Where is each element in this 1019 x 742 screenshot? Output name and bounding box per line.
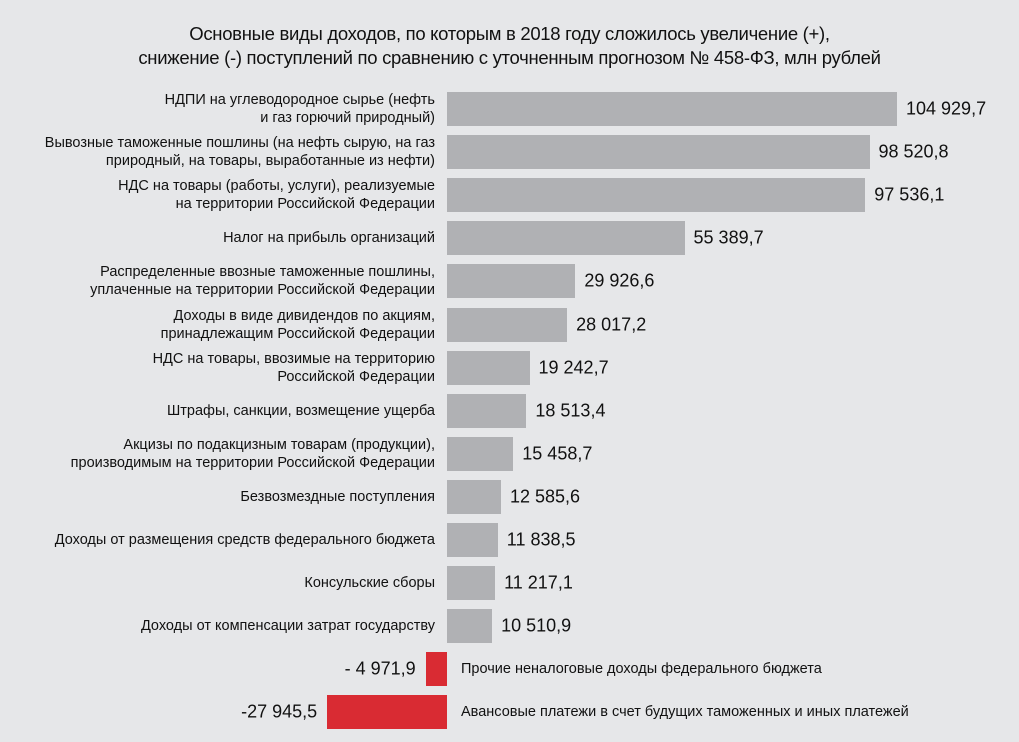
row-label: Консульские сборы	[304, 575, 435, 592]
value-label: 18 513,4	[535, 400, 606, 421]
value-label: 15 458,7	[522, 443, 593, 464]
chart-row: Акцизы по подакцизным товарам (продукции…	[0, 436, 1019, 471]
value-label: 11 217,1	[504, 572, 573, 593]
chart-title: Основные виды доходов, по которым в 2018…	[0, 22, 1019, 70]
chart-row: НДС на товары, ввозимые на территорию Рос…	[0, 350, 1019, 385]
positive-bar	[447, 135, 870, 170]
positive-bar	[447, 393, 527, 428]
positive-bar	[447, 479, 501, 514]
value-label: 29 926,6	[584, 270, 655, 291]
negative-bar	[327, 695, 447, 730]
row-label: Штрафы, санкции, возмещение ущерба	[166, 402, 435, 419]
chart-row: Налог на прибыль организаций 55 389,7	[0, 221, 1019, 256]
positive-bar	[447, 92, 897, 126]
row-label: Вывозные таможенные пошлины (на нефть сы…	[44, 135, 435, 170]
positive-bar	[447, 307, 568, 342]
chart-row: Безвозмездные поступления 12 585,6	[0, 479, 1019, 514]
chart-row: Распределенные ввозные таможенные пошлин…	[0, 264, 1019, 299]
positive-bar	[447, 264, 576, 299]
value-label: 12 585,6	[509, 486, 581, 507]
positive-bar	[447, 350, 530, 385]
row-label: Доходы от компенсации затрат государству	[140, 618, 435, 635]
row-label: НДПИ на углеводородное сырье (нефть и газ…	[164, 92, 435, 126]
positive-bar	[447, 436, 514, 471]
value-label: 98 520,8	[878, 141, 949, 162]
positive-bar	[447, 178, 866, 213]
chart-row: Доходы от размещения средств федеральног…	[0, 523, 1019, 557]
value-label: -27 945,5	[241, 701, 318, 722]
row-label: Акцизы по подакцизным товарам (продукции…	[70, 436, 435, 471]
value-label: 28 017,2	[576, 314, 647, 334]
row-label: Безвозмездные поступления	[240, 488, 435, 505]
row-label: Прочие неналоговые доходы федерального б…	[461, 661, 822, 678]
chart-row: НДС на товары (работы, услуги), реализуе…	[0, 178, 1019, 213]
positive-bar	[447, 609, 493, 644]
chart-row: Доходы от компенсации затрат государству…	[0, 609, 1019, 644]
chart-row: -27 945,5 Авансовые платежи в счет будущи…	[0, 695, 1019, 730]
chart-title-line-1: Основные виды доходов, по которым в 2018…	[189, 23, 830, 44]
value-label: 11 838,5	[506, 529, 576, 550]
chart-row: Штрафы, санкции, возмещение ущерба 18 513…	[0, 393, 1019, 428]
value-label: 19 242,7	[538, 357, 609, 378]
chart-row: - 4 971,9 Прочие неналоговые доходы федер…	[0, 652, 1019, 687]
value-label: 55 389,7	[693, 227, 764, 248]
row-label: Налог на прибыль организаций	[223, 230, 435, 247]
value-label: 97 536,1	[874, 184, 945, 205]
value-label: 10 510,9	[501, 615, 572, 636]
row-label: НДС на товары, ввозимые на территорию Рос…	[152, 350, 435, 385]
positive-bar	[447, 523, 498, 557]
row-label: Распределенные ввозные таможенные пошлин…	[90, 264, 435, 299]
negative-bar	[425, 652, 447, 687]
row-label: НДС на товары (работы, услуги), реализуе…	[118, 178, 435, 213]
chart-row: Вывозные таможенные пошлины (на нефть сы…	[0, 135, 1019, 170]
value-label: 104 929,7	[906, 98, 987, 119]
value-label: - 4 971,9	[344, 658, 416, 679]
chart-row: НДПИ на углеводородное сырье (нефть и газ…	[0, 92, 1019, 126]
chart-title-line-2: снижение (-) поступлений по сравнению с …	[138, 47, 881, 68]
row-label: Авансовые платежи в счет будущих таможен…	[461, 704, 909, 721]
row-label: Доходы от размещения средств федеральног…	[54, 532, 435, 548]
chart-row: Консульские сборы 11 217,1	[0, 566, 1019, 601]
chart-row: Доходы в виде дивидендов по акциям, прина…	[0, 307, 1019, 342]
row-label: Доходы в виде дивидендов по акциям, прина…	[160, 307, 435, 342]
positive-bar	[447, 221, 685, 256]
positive-bar	[447, 566, 496, 601]
